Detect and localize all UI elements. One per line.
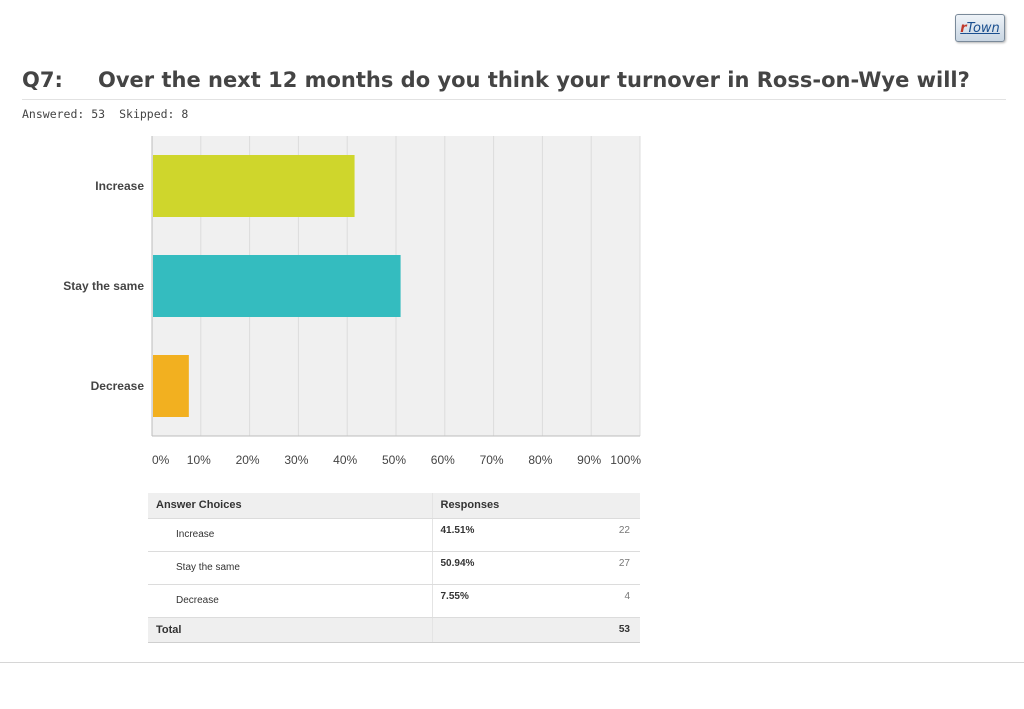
x-tick-label: 30%	[284, 453, 308, 467]
total-count: 53	[562, 617, 640, 643]
row-count: 27	[562, 551, 640, 585]
x-tick-label: 10%	[187, 453, 211, 467]
table-row: Stay the same 50.94% 27	[148, 551, 640, 585]
responses-table: Answer Choices Responses Increase 41.51%…	[148, 493, 640, 643]
row-percent: 7.55%	[432, 584, 562, 618]
skipped-count: Skipped: 8	[119, 107, 189, 121]
header-responses: Responses	[432, 493, 562, 519]
logo-prefix: r	[960, 20, 967, 36]
bar-chart: Increase Stay the same Decrease 0% 10% 20% 30…	[63, 136, 641, 467]
row-percent: 41.51%	[432, 518, 562, 552]
x-tick-label: 20%	[236, 453, 260, 467]
table-row: Decrease 7.55% 4	[148, 584, 640, 618]
response-stats: Answered: 53 Skipped: 8	[22, 107, 188, 121]
category-label: Stay the same	[63, 279, 144, 293]
bar-increase	[153, 155, 355, 217]
question-header: Q7: Over the next 12 months do you think…	[22, 66, 1006, 100]
question-number: Q7:	[22, 68, 63, 92]
header-count	[562, 493, 640, 519]
total-percent	[432, 617, 562, 643]
row-percent: 50.94%	[432, 551, 562, 585]
row-choice: Increase	[148, 518, 433, 552]
category-label: Increase	[95, 179, 144, 193]
header-answer-choices: Answer Choices	[148, 493, 433, 519]
x-tick-label: 50%	[382, 453, 406, 467]
row-count: 4	[562, 584, 640, 618]
bar-decrease	[153, 355, 189, 417]
x-tick-label: 60%	[431, 453, 455, 467]
bar-stay-the-same	[153, 255, 401, 317]
x-tick-label: 100%	[610, 453, 641, 467]
x-tick-label: 90%	[577, 453, 601, 467]
table-total-row: Total 53	[148, 617, 640, 643]
row-count: 22	[562, 518, 640, 552]
footer-divider	[0, 662, 1024, 663]
row-choice: Decrease	[148, 584, 433, 618]
answered-count: Answered: 53	[22, 107, 106, 121]
row-choice: Stay the same	[148, 551, 433, 585]
logo-text: Town	[966, 20, 1000, 36]
x-tick-labels: 0% 10% 20% 30% 40% 50% 60% 70% 80% 90% 100%	[152, 453, 641, 467]
category-labels: Increase Stay the same Decrease	[63, 179, 144, 393]
table-row: Increase 41.51% 22	[148, 518, 640, 552]
bars	[153, 155, 401, 417]
category-label: Decrease	[91, 379, 145, 393]
total-label: Total	[148, 617, 433, 643]
x-tick-label: 0%	[152, 453, 170, 467]
question-title: Over the next 12 months do you think you…	[98, 68, 970, 92]
x-tick-label: 70%	[480, 453, 504, 467]
x-tick-label: 80%	[528, 453, 552, 467]
rtown-logo[interactable]: r Town	[955, 14, 1005, 42]
x-tick-label: 40%	[333, 453, 357, 467]
table-header-row: Answer Choices Responses	[148, 493, 640, 519]
